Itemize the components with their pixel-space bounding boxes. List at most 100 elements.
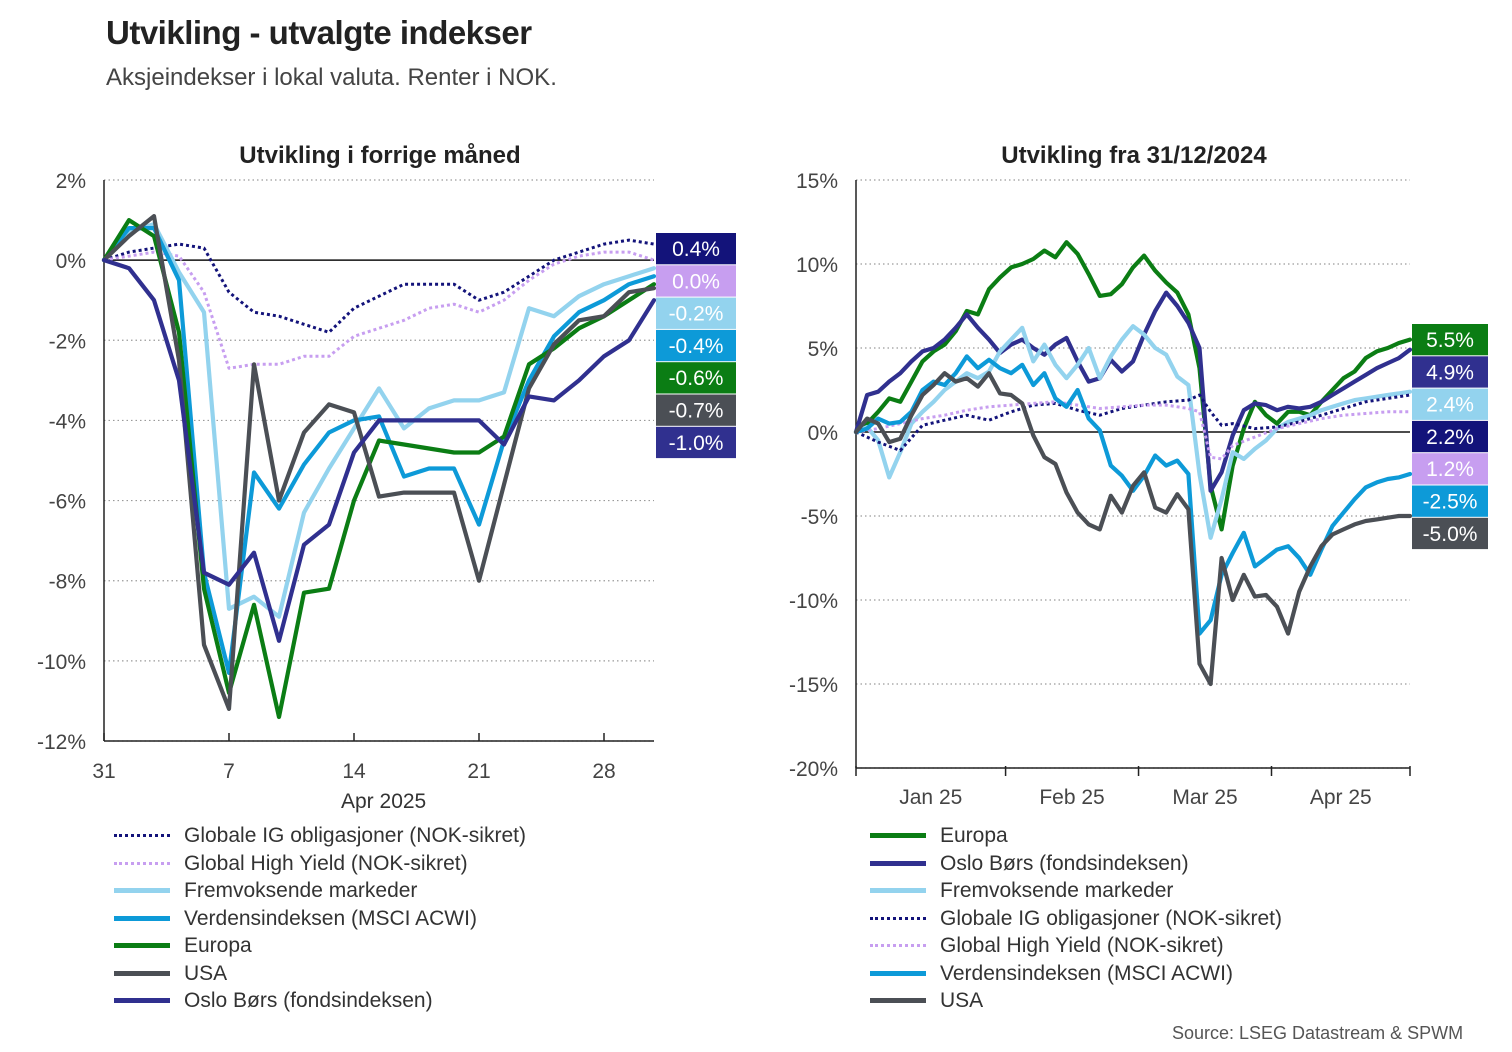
- end-label-box-hy: [656, 265, 736, 297]
- end-label-em: 2.4%: [1426, 394, 1474, 417]
- y-tick-label: -12%: [37, 731, 86, 754]
- end-label-hy: 0.0%: [672, 270, 720, 293]
- legend-item-oslo: Oslo Børs (fondsindeksen): [862, 850, 1282, 878]
- end-label-box-oslo: [656, 426, 736, 459]
- end-label-box-usa: [656, 394, 736, 426]
- legend-swatch-europa: [114, 943, 170, 948]
- end-label-ig: 0.4%: [672, 238, 720, 261]
- legend-swatch-ig: [114, 834, 170, 837]
- end-label-box-hy: [1412, 453, 1488, 485]
- y-tick-label: 10%: [796, 254, 838, 277]
- legend-swatch-em: [870, 888, 926, 893]
- legend-swatch-europa: [870, 833, 926, 838]
- page-subtitle: Aksjeindekser i lokal valuta. Renter i N…: [106, 64, 557, 91]
- y-tick-label: -5%: [801, 506, 838, 529]
- legend-label: Oslo Børs (fondsindeksen): [940, 851, 1189, 875]
- end-label-usa: -5.0%: [1423, 523, 1478, 546]
- end-label-box-ig: [1412, 420, 1488, 453]
- end-label-box-em: [656, 297, 736, 329]
- legend-label: Europa: [184, 934, 252, 957]
- legend-item-ig: Globale IG obligasjoner (NOK-sikret): [106, 822, 526, 850]
- x-tick-label: Jan 25: [899, 786, 962, 809]
- legend-item-usa: USA: [862, 987, 1282, 1015]
- x-tick-label: 14: [342, 760, 366, 783]
- end-label-acwi: -2.5%: [1423, 491, 1478, 514]
- legend-label: Globale IG obligasjoner (NOK-sikret): [940, 906, 1282, 930]
- legend-item-europa: Europa: [862, 822, 1282, 850]
- legend-item-acwi: Verdensindeksen (MSCI ACWI): [862, 960, 1282, 988]
- legend-item-europa: Europa: [106, 932, 526, 960]
- legend-label: USA: [184, 961, 228, 985]
- right-chart-title: Utvikling fra 31/12/2024: [1001, 142, 1267, 169]
- legend-item-oslo: Oslo Børs (fondsindeksen): [106, 987, 526, 1015]
- end-label-acwi: -0.4%: [669, 335, 724, 358]
- series-line-hy: [855, 400, 1410, 461]
- end-label-ig: 2.2%: [1426, 426, 1474, 449]
- end-label-box-oslo: [1412, 356, 1488, 388]
- end-label-hy: 1.2%: [1426, 458, 1474, 481]
- series-line-acwi: [101, 226, 657, 676]
- end-label-europa: -0.6%: [669, 367, 724, 390]
- legend-label: Europa: [940, 824, 1008, 847]
- legend-swatch-ig: [870, 916, 926, 920]
- x-tick-label: Mar 25: [1172, 786, 1237, 809]
- y-tick-label: -2%: [49, 330, 86, 353]
- series-line-ig: [103, 238, 655, 334]
- legend-swatch-hy: [114, 861, 170, 865]
- y-tick-label: 15%: [796, 170, 838, 193]
- legend-label: USA: [940, 989, 984, 1012]
- y-tick-label: -15%: [789, 674, 838, 697]
- series-line-oslo: [853, 290, 1413, 493]
- legend-item-acwi: Verdensindeksen (MSCI ACWI): [106, 905, 526, 933]
- end-label-oslo: -1.0%: [669, 432, 724, 455]
- end-label-box-ig: [656, 233, 736, 265]
- y-tick-label: -10%: [789, 590, 838, 613]
- right-chart: 15% 10% 5% 0% -5% -10% -15% -20% Jan 25 Feb 25 Mar…: [789, 170, 1488, 809]
- legend-swatch-acwi: [114, 915, 170, 921]
- series-line-usa: [101, 214, 657, 712]
- legend-swatch-oslo: [870, 860, 926, 866]
- end-label-box-em: [1412, 388, 1488, 420]
- left-legend: Globale IG obligasjoner (NOK-sikret) Glob…: [106, 822, 526, 1015]
- end-label-usa: -0.7%: [669, 400, 724, 423]
- legend-swatch-usa: [870, 998, 926, 1003]
- x-tick-label: Apr 25: [1310, 786, 1372, 809]
- y-tick-label: -4%: [49, 410, 86, 433]
- end-label-box-acwi: [1412, 485, 1488, 517]
- x-tick-label: 7: [223, 760, 235, 783]
- y-tick-label: -8%: [49, 571, 86, 594]
- legend-item-usa: USA: [106, 960, 526, 988]
- legend-swatch-acwi: [870, 970, 926, 976]
- end-label-box-europa: [1412, 324, 1488, 356]
- legend-swatch-hy: [870, 944, 926, 947]
- y-tick-label: -6%: [49, 491, 86, 514]
- left-x-axis-caption: Apr 2025: [341, 790, 427, 813]
- legend-label: Fremvoksende markeder: [940, 879, 1174, 902]
- end-label-oslo: 4.9%: [1426, 361, 1474, 384]
- legend-swatch-em: [114, 888, 170, 893]
- left-chart-title: Utvikling i forrige måned: [239, 142, 521, 169]
- series-line-em: [101, 222, 657, 619]
- page-title: Utvikling - utvalgte indekser: [106, 14, 532, 51]
- right-legend: Europa Oslo Børs (fondsindeksen) Fremvokse…: [862, 822, 1282, 1015]
- legend-label: Verdensindeksen (MSCI ACWI): [184, 906, 477, 930]
- legend-label: Oslo Børs (fondsindeksen): [184, 989, 433, 1012]
- y-tick-label: 0%: [808, 422, 838, 445]
- y-tick-label: -20%: [789, 758, 838, 781]
- series-line-em: [853, 324, 1413, 540]
- y-tick-label: 5%: [808, 338, 838, 361]
- x-tick-label: 21: [467, 760, 490, 783]
- source-note: Source: LSEG Datastream & SPWM: [1172, 1023, 1464, 1043]
- legend-label: Fremvoksende markeder: [184, 879, 418, 902]
- series-line-oslo: [101, 258, 657, 643]
- legend-item-hy: Global High Yield (NOK-sikret): [862, 932, 1282, 960]
- end-label-europa: 5.5%: [1426, 329, 1474, 352]
- legend-label: Verdensindeksen (MSCI ACWI): [940, 961, 1233, 985]
- legend-label: Globale IG obligasjoner (NOK-sikret): [184, 824, 526, 847]
- legend-item-em: Fremvoksende markeder: [862, 877, 1282, 905]
- x-tick-label: 31: [92, 760, 115, 783]
- y-tick-label: 2%: [56, 170, 86, 193]
- x-tick-label: 28: [592, 760, 615, 783]
- series-line-ig: [855, 393, 1411, 452]
